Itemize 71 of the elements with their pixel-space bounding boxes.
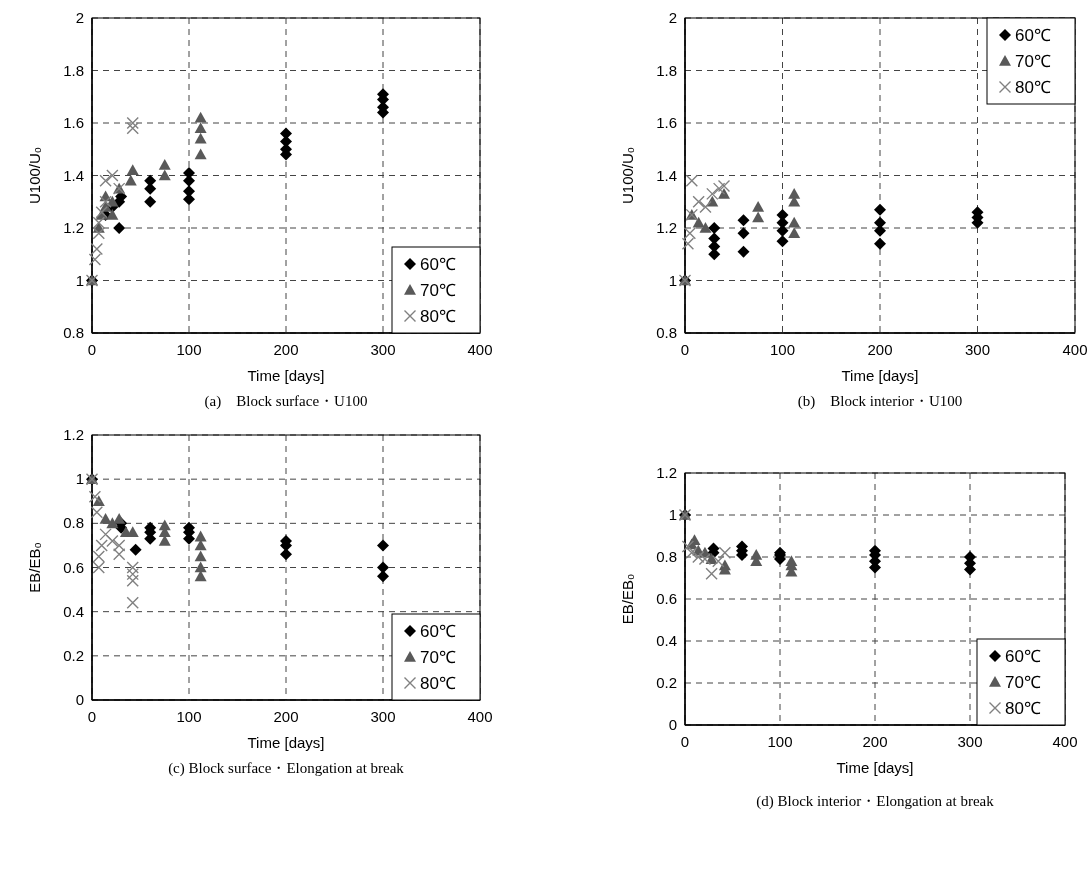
x-tick-label: 200 [862, 733, 888, 750]
text: (d) Block interior・Elongation at break [756, 793, 995, 810]
x-axis-title: Time [days] [247, 734, 325, 751]
x-tick-label: 100 [176, 708, 202, 725]
y-tick-label: 1.2 [63, 219, 84, 236]
legend-label: 80℃ [420, 307, 456, 326]
y-tick-label: 1 [668, 506, 677, 523]
y-tick-label: 0.6 [656, 590, 677, 607]
x-tick-label: 0 [680, 733, 690, 750]
x-tick-label: 0 [87, 708, 97, 725]
x-tick-label: 400 [467, 341, 493, 358]
y-axis-title: U100/U₀ [619, 146, 636, 205]
legend-label: 60℃ [1015, 26, 1051, 45]
x-axis-title: Time [days] [841, 367, 919, 384]
y-tick-label: 0.2 [63, 646, 84, 664]
x-tick-label: 200 [273, 341, 299, 358]
y-tick-label: 0.4 [63, 602, 84, 620]
y-tick-label: 0.8 [63, 324, 84, 341]
x-tick-label: 0 [680, 341, 690, 358]
x-tick-label: 100 [769, 341, 796, 358]
legend-label: 60℃ [1005, 647, 1041, 666]
legend-label: 60℃ [420, 622, 456, 641]
x-tick-label: 300 [370, 341, 396, 358]
y-tick-label: 0.8 [63, 514, 84, 532]
y-axis-title: U100/U₀ [26, 146, 43, 205]
text: (a) Block surface・U100 [204, 393, 368, 410]
text: (c) Block surface・Elongation at break [168, 760, 405, 777]
y-tick-label: 1 [75, 470, 84, 488]
x-tick-label: 400 [467, 708, 493, 725]
y-tick-label: 1.2 [63, 426, 84, 443]
y-tick-label: 1.8 [656, 61, 677, 79]
x-axis-title: Time [days] [836, 759, 914, 776]
x-axis-title: Time [days] [247, 367, 325, 384]
y-tick-label: 0 [75, 691, 84, 708]
y-tick-label: 1.8 [63, 61, 84, 79]
y-tick-label: 2 [75, 9, 84, 26]
x-tick-label: 100 [767, 733, 793, 750]
y-tick-label: 1 [75, 271, 84, 289]
legend-label: 80℃ [1015, 78, 1051, 97]
legend-label: 70℃ [1015, 52, 1051, 71]
legend-label: 70℃ [420, 281, 456, 300]
y-axis-title: EB/EB₀ [619, 573, 636, 625]
x-tick-label: 400 [1062, 341, 1088, 358]
legend-label: 70℃ [1005, 673, 1041, 692]
y-tick-label: 1.4 [63, 166, 84, 184]
x-tick-label: 300 [964, 341, 991, 358]
text: (b) Block interior・U100 [797, 393, 963, 410]
legend-label: 70℃ [420, 648, 456, 667]
y-tick-label: 1.2 [656, 464, 677, 481]
legend-label: 80℃ [420, 674, 456, 693]
y-tick-label: 1.2 [656, 219, 677, 236]
legend-label: 80℃ [1005, 699, 1041, 718]
y-tick-label: 0.6 [63, 558, 84, 576]
x-tick-label: 200 [273, 708, 299, 725]
y-tick-label: 0.8 [656, 548, 677, 565]
y-tick-label: 2 [668, 9, 677, 26]
x-tick-label: 200 [867, 341, 893, 358]
y-axis-title: EB/EB₀ [26, 542, 43, 593]
y-tick-label: 1 [668, 271, 677, 289]
y-tick-label: 1.4 [656, 166, 677, 184]
y-tick-label: 0.8 [656, 324, 677, 341]
x-tick-label: 300 [957, 733, 983, 750]
y-tick-label: 1.6 [63, 114, 84, 131]
x-tick-label: 400 [1052, 733, 1078, 750]
y-tick-label: 0.4 [656, 632, 677, 649]
legend-label: 60℃ [420, 255, 456, 274]
x-tick-label: 0 [87, 341, 97, 358]
y-tick-label: 1.6 [656, 114, 677, 131]
x-tick-label: 300 [370, 708, 396, 725]
y-tick-label: 0.2 [656, 674, 677, 691]
x-tick-label: 100 [176, 341, 202, 358]
